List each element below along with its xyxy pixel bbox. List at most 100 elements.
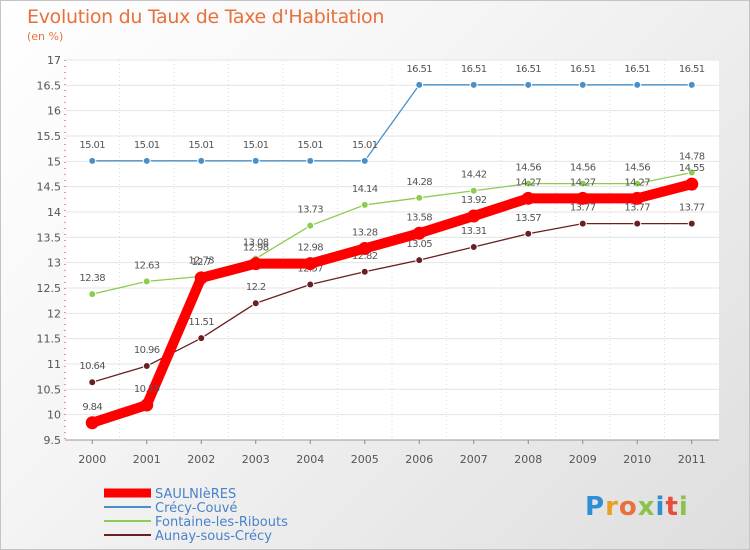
legend-label-crecy-couve: Crécy-Couvé: [155, 501, 237, 516]
data-point-crecy-couve: [142, 156, 151, 165]
data-point-saulnieres: [521, 191, 535, 205]
data-point-crecy-couve: [251, 156, 260, 165]
data-label-saulnieres: 13.28: [352, 227, 378, 238]
data-label-aunay-sous-crecy: 13.05: [406, 239, 432, 250]
data-label-fontaine-les-ribouts: 12.73: [188, 255, 214, 266]
data-label-crecy-couve: 15.01: [352, 140, 378, 151]
data-point-aunay-sous-crecy: [88, 378, 97, 387]
data-label-crecy-couve: 16.51: [406, 64, 432, 75]
data-point-crecy-couve: [360, 156, 369, 165]
logo-letter: r: [605, 492, 619, 522]
data-point-aunay-sous-crecy: [197, 334, 206, 343]
data-label-aunay-sous-crecy: 13.31: [461, 226, 487, 237]
data-label-fontaine-les-ribouts: 14.78: [679, 151, 705, 162]
y-tick-label: 16.5: [37, 79, 62, 92]
data-point-fontaine-les-ribouts: [578, 179, 587, 188]
data-label-saulnieres: 10.19: [134, 384, 160, 395]
data-label-fontaine-les-ribouts: 14.42: [461, 170, 487, 181]
y-tick-label: 11: [47, 358, 61, 371]
data-point-aunay-sous-crecy: [469, 242, 478, 251]
data-point-crecy-couve: [633, 80, 642, 89]
series-line-crecy-couve: [91, 84, 693, 162]
logo-letter: t: [665, 492, 679, 522]
data-point-saulnieres: [412, 226, 426, 240]
y-tick-label: 13.5: [37, 231, 62, 244]
data-point-crecy-couve: [306, 156, 315, 165]
data-label-fontaine-les-ribouts: 14.56: [624, 163, 650, 174]
data-label-crecy-couve: 16.51: [461, 64, 487, 75]
data-label-crecy-couve: 15.01: [243, 140, 269, 151]
data-label-saulnieres: 12.7: [191, 257, 211, 268]
data-label-aunay-sous-crecy: 10.64: [79, 361, 105, 372]
data-label-saulnieres: 14.55: [679, 163, 705, 174]
data-label-aunay-sous-crecy: 13.57: [515, 213, 541, 224]
data-label-aunay-sous-crecy: 12.2: [246, 282, 266, 293]
data-label-crecy-couve: 16.51: [624, 64, 650, 75]
x-tick-label: 2006: [405, 453, 433, 466]
data-point-aunay-sous-crecy: [633, 219, 642, 228]
data-label-fontaine-les-ribouts: 13.08: [243, 238, 269, 249]
y-tick-label: 15: [47, 155, 61, 168]
x-tick-label: 2001: [133, 453, 161, 466]
x-tick-label: 2007: [460, 453, 488, 466]
data-point-fontaine-les-ribouts: [633, 179, 642, 188]
legend-label-fontaine-les-ribouts: Fontaine-les-Ribouts: [155, 515, 288, 530]
y-tick-label: 10: [47, 409, 61, 422]
data-label-fontaine-les-ribouts: 13.73: [297, 205, 323, 216]
data-label-aunay-sous-crecy: 11.51: [188, 317, 214, 328]
data-label-aunay-sous-crecy: 13.77: [570, 203, 596, 214]
data-point-crecy-couve: [415, 80, 424, 89]
data-label-crecy-couve: 15.01: [79, 140, 105, 151]
logo-letter: P: [585, 492, 606, 522]
data-label-crecy-couve: 15.01: [188, 140, 214, 151]
x-tick-label: 2005: [351, 453, 379, 466]
data-label-crecy-couve: 15.01: [134, 140, 160, 151]
data-point-fontaine-les-ribouts: [687, 168, 696, 177]
logo-letter: o: [618, 492, 638, 522]
data-point-saulnieres: [194, 271, 208, 285]
data-label-aunay-sous-crecy: 13.77: [679, 203, 705, 214]
data-label-aunay-sous-crecy: 10.96: [134, 345, 160, 356]
data-point-saulnieres: [576, 191, 590, 205]
data-point-saulnieres: [685, 177, 699, 191]
y-tick-label: 14: [47, 206, 61, 219]
data-label-saulnieres: 13.92: [461, 195, 487, 206]
y-tick-label: 17: [47, 54, 61, 67]
data-point-saulnieres: [85, 416, 99, 430]
data-point-saulnieres: [467, 209, 481, 223]
logo-letter: x: [637, 492, 656, 522]
data-point-saulnieres: [358, 241, 372, 255]
series-line-fontaine-les-ribouts: [91, 171, 693, 295]
data-point-aunay-sous-crecy: [251, 299, 260, 308]
data-point-fontaine-les-ribouts: [88, 290, 97, 299]
x-tick-label: 2009: [569, 453, 597, 466]
x-tick-label: 2010: [623, 453, 651, 466]
data-label-fontaine-les-ribouts: 14.14: [352, 184, 378, 195]
x-tick-label: 2008: [514, 453, 542, 466]
data-point-fontaine-les-ribouts: [524, 179, 533, 188]
data-point-aunay-sous-crecy: [142, 362, 151, 371]
x-tick-label: 2004: [296, 453, 324, 466]
logo-letter: i: [655, 492, 666, 522]
y-tick-label: 15.5: [37, 130, 62, 143]
logo-letter: i: [678, 492, 689, 522]
data-point-aunay-sous-crecy: [415, 256, 424, 265]
y-tick-label: 12.5: [37, 282, 62, 295]
data-label-saulnieres: 14.27: [570, 177, 596, 188]
series-line-saulnieres: [87, 179, 697, 428]
data-label-saulnieres: 9.84: [82, 402, 102, 413]
data-label-saulnieres: 14.27: [624, 177, 650, 188]
data-point-fontaine-les-ribouts: [360, 200, 369, 209]
data-point-aunay-sous-crecy: [306, 280, 315, 289]
y-tick-label: 11.5: [37, 333, 62, 346]
data-label-crecy-couve: 16.51: [515, 64, 541, 75]
data-point-crecy-couve: [578, 80, 587, 89]
data-point-crecy-couve: [197, 156, 206, 165]
data-label-saulnieres: 12.98: [243, 243, 269, 254]
y-tick-label: 9.5: [44, 434, 62, 447]
data-point-fontaine-les-ribouts: [142, 277, 151, 286]
data-point-aunay-sous-crecy: [360, 267, 369, 276]
data-label-saulnieres: 14.27: [515, 177, 541, 188]
